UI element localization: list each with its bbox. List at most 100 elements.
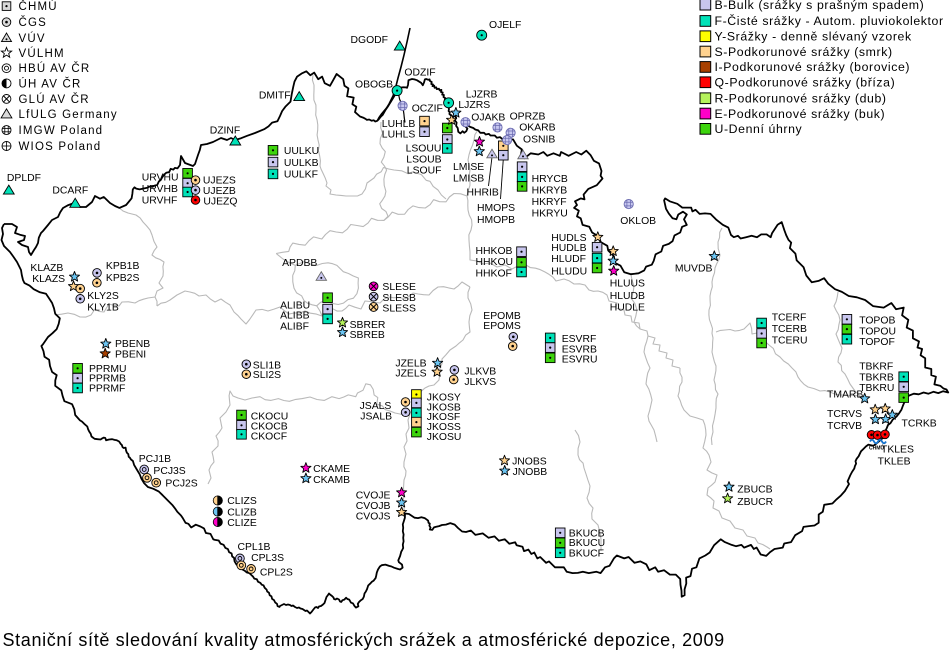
svg-text:ESVRU: ESVRU xyxy=(562,355,598,366)
svg-text:TKLEB: TKLEB xyxy=(878,457,911,468)
svg-text:ČHMÚ: ČHMÚ xyxy=(869,445,884,452)
svg-text:SLESE: SLESE xyxy=(382,282,416,293)
svg-text:TKLES: TKLES xyxy=(881,445,914,456)
svg-text:TCERU: TCERU xyxy=(772,335,808,346)
svg-text:KPB2S: KPB2S xyxy=(106,273,140,284)
svg-text:ALIBF: ALIBF xyxy=(280,321,309,332)
svg-text:OCZIF: OCZIF xyxy=(412,104,443,115)
svg-text:OKLOB: OKLOB xyxy=(620,216,656,227)
svg-text:E-Podkorunové srážky (buk): E-Podkorunové srážky (buk) xyxy=(715,107,886,121)
svg-text:CLIZB: CLIZB xyxy=(227,507,257,518)
svg-text:HUDLS: HUDLS xyxy=(551,233,586,244)
svg-text:LfULG Germany: LfULG Germany xyxy=(19,109,118,121)
svg-text:UJEZS: UJEZS xyxy=(203,176,236,187)
svg-text:Q-Podkorunové srážky (bříza): Q-Podkorunové srážky (bříza) xyxy=(715,76,896,90)
svg-text:HKRYF: HKRYF xyxy=(532,197,567,208)
svg-text:TOPOF: TOPOF xyxy=(859,337,895,348)
svg-text:HLUDU: HLUDU xyxy=(551,266,587,277)
svg-text:JNOBS: JNOBS xyxy=(512,457,547,468)
svg-text:JLKVB: JLKVB xyxy=(464,366,496,377)
svg-text:TCRVS: TCRVS xyxy=(827,409,862,420)
svg-text:ČHMÚ: ČHMÚ xyxy=(19,0,58,13)
svg-text:DZINF: DZINF xyxy=(210,126,241,137)
svg-text:LSOUF: LSOUF xyxy=(407,166,442,177)
svg-text:CVOJB: CVOJB xyxy=(356,501,391,512)
svg-text:HLUDB: HLUDB xyxy=(610,291,645,302)
svg-text:BKUCF: BKUCF xyxy=(569,548,604,559)
svg-text:ESVRB: ESVRB xyxy=(562,344,597,355)
svg-text:LUHLS: LUHLS xyxy=(382,130,416,141)
svg-text:UJEZQ: UJEZQ xyxy=(203,196,237,207)
svg-text:LMISB: LMISB xyxy=(453,174,484,185)
svg-text:OJAKB: OJAKB xyxy=(471,113,505,124)
svg-text:TCERF: TCERF xyxy=(772,312,807,323)
svg-text:UULKF: UULKF xyxy=(284,170,318,181)
svg-text:ESVRF: ESVRF xyxy=(562,334,597,345)
svg-text:ALIBU: ALIBU xyxy=(280,301,310,312)
svg-text:ALIBB: ALIBB xyxy=(280,311,310,322)
svg-text:ZBUCB: ZBUCB xyxy=(737,485,772,496)
svg-text:TOPOU: TOPOU xyxy=(859,326,896,337)
svg-text:SLI1B: SLI1B xyxy=(253,360,281,371)
svg-text:PCJ3S: PCJ3S xyxy=(153,466,185,477)
svg-text:SLESB: SLESB xyxy=(382,293,416,304)
svg-text:DCARF: DCARF xyxy=(52,186,88,197)
svg-text:DGODF: DGODF xyxy=(351,35,389,46)
svg-text:TCERB: TCERB xyxy=(772,324,807,335)
svg-text:CLIZS: CLIZS xyxy=(227,496,257,507)
svg-text:JZELS: JZELS xyxy=(395,369,426,380)
svg-text:JZELB: JZELB xyxy=(395,359,426,370)
svg-text:PBENB: PBENB xyxy=(115,339,150,350)
svg-text:HKRYB: HKRYB xyxy=(532,186,568,197)
svg-text:HUDLE: HUDLE xyxy=(610,303,645,314)
svg-text:LSOUB: LSOUB xyxy=(406,154,441,165)
svg-text:TBKRU: TBKRU xyxy=(859,383,894,394)
svg-text:SBREB: SBREB xyxy=(350,330,385,341)
svg-text:JKOSU: JKOSU xyxy=(427,432,462,443)
svg-text:HRYCB: HRYCB xyxy=(532,174,568,185)
svg-text:ÚH AV ČR: ÚH AV ČR xyxy=(19,77,82,90)
svg-text:JLKVS: JLKVS xyxy=(464,377,496,388)
svg-text:HLUDF: HLUDF xyxy=(551,254,586,265)
svg-text:URVHB: URVHB xyxy=(142,184,178,195)
svg-text:EPOMB: EPOMB xyxy=(483,311,521,322)
svg-text:TMARB: TMARB xyxy=(827,389,863,400)
svg-text:S-Podkorunové srážky (smrk): S-Podkorunové srážky (smrk) xyxy=(715,45,893,59)
svg-text:HHKOU: HHKOU xyxy=(476,257,514,268)
svg-text:CKAME: CKAME xyxy=(313,464,350,475)
svg-text:BKUCB: BKUCB xyxy=(569,528,605,539)
svg-text:UJEZB: UJEZB xyxy=(203,186,236,197)
svg-text:PPRMB: PPRMB xyxy=(89,374,126,385)
svg-text:ČGS: ČGS xyxy=(19,16,48,29)
svg-text:JKOSF: JKOSF xyxy=(427,412,461,423)
svg-text:URVHU: URVHU xyxy=(142,173,179,184)
svg-text:DMITF: DMITF xyxy=(259,91,291,102)
svg-text:EPOMS: EPOMS xyxy=(483,321,521,332)
svg-text:WIOS Poland: WIOS Poland xyxy=(19,141,102,153)
svg-text:B-Bulk (srážky s prašným spade: B-Bulk (srážky s prašným spadem) xyxy=(715,0,925,12)
svg-text:PCJ1B: PCJ1B xyxy=(139,454,171,465)
svg-text:CPL1B: CPL1B xyxy=(238,542,271,553)
svg-text:CLIZE: CLIZE xyxy=(227,518,257,529)
svg-text:LJZRS: LJZRS xyxy=(458,100,490,111)
svg-text:CPL3S: CPL3S xyxy=(251,553,284,564)
svg-text:KLAZS: KLAZS xyxy=(32,274,65,285)
svg-text:U-Denní úhrny: U-Denní úhrny xyxy=(715,122,803,136)
svg-text:HHKOB: HHKOB xyxy=(476,246,513,257)
svg-text:HLUUS: HLUUS xyxy=(610,279,645,290)
svg-text:ZBUCR: ZBUCR xyxy=(737,497,773,508)
svg-text:VÚV: VÚV xyxy=(19,32,46,45)
svg-text:SLESS: SLESS xyxy=(382,304,416,315)
svg-text:TBKRF: TBKRF xyxy=(859,362,893,373)
svg-text:URVHF: URVHF xyxy=(142,195,178,206)
svg-text:OBOGB: OBOGB xyxy=(355,80,393,91)
svg-text:PBENI: PBENI xyxy=(115,349,146,360)
svg-text:MUVDB: MUVDB xyxy=(675,264,713,275)
svg-text:JSALB: JSALB xyxy=(360,412,392,423)
svg-text:HBÚ AV ČR: HBÚ AV ČR xyxy=(19,62,91,75)
svg-text:PPRMF: PPRMF xyxy=(89,384,125,395)
svg-text:SLI2S: SLI2S xyxy=(253,370,281,381)
svg-text:LUHLB: LUHLB xyxy=(382,119,416,130)
svg-text:TOPOB: TOPOB xyxy=(859,316,895,327)
svg-text:HHKOF: HHKOF xyxy=(476,268,512,279)
